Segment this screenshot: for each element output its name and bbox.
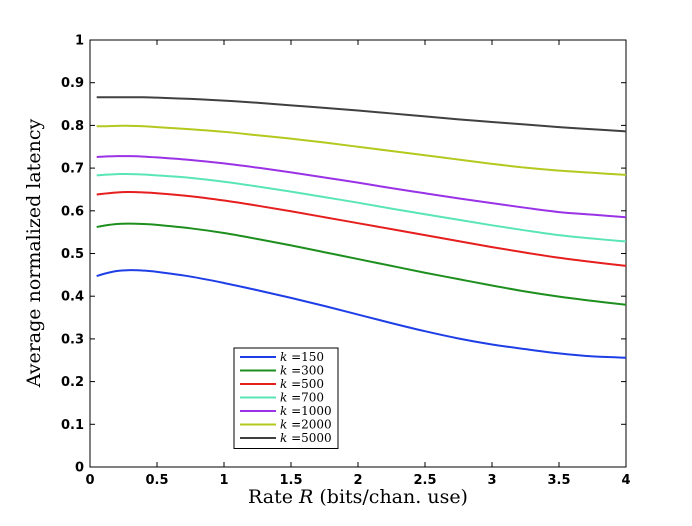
legend-label-k700: k =700 — [280, 391, 324, 405]
legend-label-k300: k =300 — [280, 364, 324, 378]
series-line-k150 — [96, 269, 627, 359]
x-tick-label: 3 — [487, 473, 496, 488]
y-tick-label: 0.9 — [61, 76, 84, 91]
y-tick-label: 0.1 — [61, 418, 84, 433]
x-tick-label: 1.5 — [279, 473, 302, 488]
y-tick-label: 0.6 — [61, 204, 84, 219]
y-tick-label: 0.5 — [61, 247, 84, 262]
x-tick-label: 2.5 — [413, 473, 436, 488]
y-tick-label: 1 — [75, 34, 84, 49]
series-line-k2000 — [96, 124, 627, 176]
y-tick-label: 0 — [75, 461, 84, 476]
x-tick-label: 0 — [85, 473, 94, 488]
y-tick-label: 0.3 — [61, 332, 84, 347]
legend-label-k150: k =150 — [280, 350, 324, 364]
x-tick-label: 0.5 — [145, 473, 168, 488]
legend-label-k2000: k =2000 — [280, 418, 332, 432]
y-tick-label: 0.2 — [61, 375, 84, 390]
x-tick-label: 3.5 — [547, 473, 570, 488]
series-line-k5000 — [96, 96, 627, 133]
x-axis-title: Rate R (bits/chan. use) — [248, 486, 468, 508]
legend-label-k5000: k =5000 — [280, 431, 332, 445]
x-tick-label: 1 — [219, 473, 228, 488]
series-line-k700 — [96, 173, 627, 243]
y-tick-label: 0.4 — [61, 290, 84, 305]
series-line-k300 — [96, 222, 627, 306]
x-tick-label: 4 — [621, 473, 630, 488]
y-tick-label: 0.8 — [61, 119, 84, 134]
y-tick-label: 0.7 — [61, 162, 84, 177]
legend-label-k1000: k =1000 — [280, 404, 332, 418]
series-line-k500 — [96, 191, 627, 267]
series-line-k1000 — [96, 155, 627, 219]
x-tick-label: 2 — [353, 473, 362, 488]
y-axis-title: Average normalized latency — [23, 119, 45, 389]
legend-label-k500: k =500 — [280, 377, 324, 391]
